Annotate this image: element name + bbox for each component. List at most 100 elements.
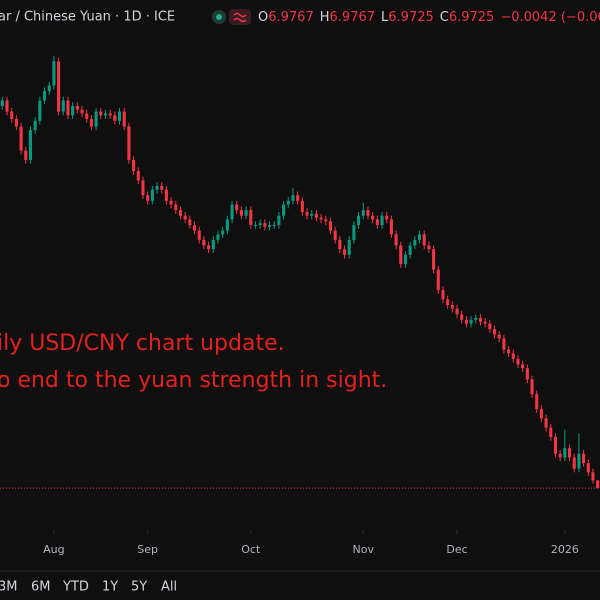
candle-body: [33, 120, 37, 131]
candle-body: [450, 304, 454, 309]
ohlc-label: L: [381, 10, 389, 25]
candle-body: [61, 100, 65, 112]
candle-body: [169, 200, 173, 205]
candle-body: [277, 215, 281, 226]
candle-body: [19, 126, 23, 151]
candle-body: [178, 210, 183, 216]
candle-body: [38, 100, 42, 121]
candle-body: [563, 448, 567, 458]
annotation: o end to the yuan strength in sight.: [0, 368, 387, 393]
candle-body: [535, 394, 539, 410]
candle-body: [521, 364, 525, 369]
candle-body: [235, 204, 239, 211]
candle-body: [408, 245, 412, 255]
range-button[interactable]: 6M: [31, 580, 51, 595]
candle-body: [539, 409, 543, 419]
candle-body: [132, 159, 136, 172]
candle-body: [192, 225, 197, 231]
candle-body: [464, 319, 468, 324]
status-dot: [216, 14, 222, 20]
candle-body: [225, 219, 229, 231]
ohlc-label: C: [440, 10, 449, 25]
candle-body: [413, 239, 417, 246]
candle-body: [10, 111, 14, 120]
candle-body: [357, 215, 361, 226]
candle-body: [122, 111, 126, 127]
candle-body: [282, 204, 286, 216]
x-tick-label: Dec: [446, 543, 467, 556]
ohlc-label: O: [258, 10, 268, 25]
candle-body: [207, 245, 211, 250]
candle-body: [347, 239, 351, 255]
range-button[interactable]: YTD: [62, 580, 89, 595]
candle-body: [66, 100, 70, 116]
candle-body: [591, 472, 595, 481]
candle-body: [549, 427, 553, 438]
range-button[interactable]: All: [161, 580, 177, 595]
candle-body: [371, 215, 375, 220]
candle-body: [221, 230, 225, 235]
candle-body: [160, 185, 164, 190]
candle-body: [324, 219, 328, 222]
candle-body: [164, 189, 168, 201]
plot: [0, 55, 600, 534]
candle-body: [394, 234, 398, 246]
candle-body: [558, 453, 562, 458]
ohlc-label: H: [320, 10, 330, 25]
range-buttons: 3M 6M YTD 1Y 5Y All: [0, 580, 177, 595]
candle-body: [483, 321, 487, 324]
candle-body: [155, 185, 159, 190]
candle-body: [333, 230, 337, 240]
candle-body: [286, 200, 290, 205]
candle-body: [291, 195, 295, 201]
candle-body: [380, 215, 384, 226]
candle-body: [567, 448, 572, 458]
candle-body: [460, 314, 464, 320]
candle-body: [530, 379, 534, 395]
x-tick-label: Sep: [137, 543, 158, 556]
candle-body: [57, 61, 61, 112]
ohlc-values: O6.9767 H6.9767 L6.9725 C6.9725 −0.0042 (−0.…: [258, 10, 600, 25]
candle-body: [375, 219, 379, 226]
ohlc-value: 6.9725: [449, 10, 495, 25]
candle-body: [366, 210, 370, 216]
candle-body: [511, 353, 515, 359]
alert-icon[interactable]: [229, 9, 251, 25]
candle-body: [28, 130, 33, 160]
candle-body: [385, 215, 389, 220]
candle-body: [141, 180, 145, 196]
candle-body: [150, 189, 154, 201]
candle-body: [113, 115, 117, 121]
candle-body: [469, 319, 473, 324]
candle-body: [314, 213, 318, 218]
candle-body: [403, 254, 408, 265]
range-button[interactable]: 1Y: [102, 580, 118, 595]
ohlc-value: 6.9767: [268, 10, 314, 25]
candle-body: [502, 338, 506, 350]
candle-body: [108, 113, 112, 116]
candle-body: [85, 113, 89, 120]
candle-body: [117, 111, 122, 121]
candle-body: [253, 225, 258, 227]
candle-body: [507, 349, 511, 354]
candle-body: [525, 368, 529, 380]
candle-body: [230, 204, 234, 220]
candle-body: [14, 119, 18, 127]
x-tick-label: Oct: [241, 543, 261, 556]
candle-body: [296, 195, 300, 201]
candle-body: [75, 106, 79, 110]
candle-body: [146, 195, 150, 201]
candle-body: [342, 249, 347, 255]
candle-body: [71, 106, 75, 116]
candle-body: [103, 113, 108, 116]
range-button[interactable]: 5Y: [131, 580, 147, 595]
candle-body: [0, 100, 4, 106]
candle-body: [5, 100, 9, 112]
candle-body: [399, 245, 403, 265]
candle-body: [422, 234, 426, 246]
candle-body: [202, 239, 206, 246]
x-tick-label: Aug: [43, 543, 64, 556]
range-button[interactable]: 3M: [0, 580, 18, 595]
